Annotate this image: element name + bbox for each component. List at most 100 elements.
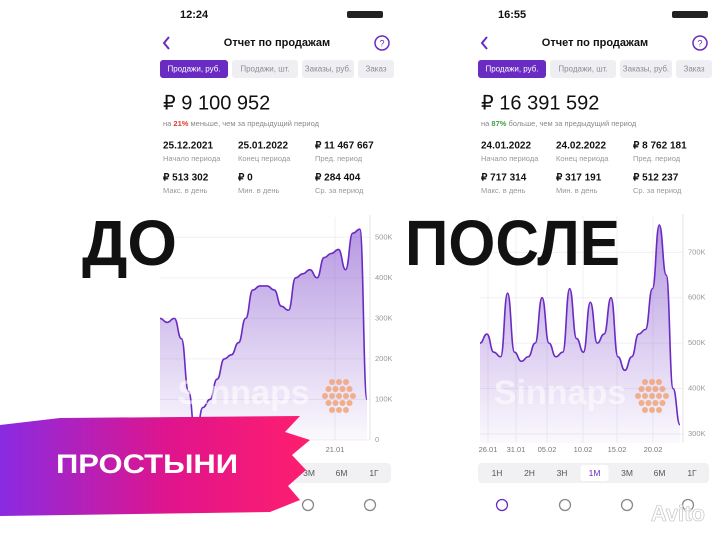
line-area [160,229,367,440]
period-selected [580,465,609,481]
x-tick-label: 15.02 [608,445,627,454]
x-tick-label: 26.01 [479,445,498,454]
logo-dot [329,379,335,385]
logo-dot [656,393,662,399]
y-tick-label: 500K [688,338,706,347]
total-amount: ₽ 9 100 952 [163,92,270,114]
back-button [162,36,170,50]
y-tick-label: 0 [375,435,379,444]
logo-dot [638,386,645,392]
logo-dot [343,407,349,413]
stat-label: Ср. за период [633,186,682,195]
nav-icon [363,498,377,512]
logo-dot [332,400,339,406]
stat-value: ₽ 717 314 [481,173,527,184]
change-percent: 21% [173,119,188,128]
avito-watermark: Avito [651,501,705,526]
y-tick-label: 500K [375,232,393,241]
logo-dot [663,393,669,399]
total-amount: ₽ 16 391 592 [481,92,599,114]
logo-dot [332,386,339,392]
stat-label: Конец периода [556,154,609,163]
period-button: 1Г [369,468,379,478]
help-glyph: ? [379,38,384,48]
change-suffix: больше, чем за предыдущий период [506,119,636,128]
period-button: 3Н [557,468,568,478]
change-note: на 21% меньше, чем за предыдущий период [163,119,320,128]
logo-dot [649,407,655,413]
tab-label: Заказ [684,65,705,74]
status-icons [672,11,708,18]
tab-label: Продажи, руб. [485,65,538,74]
logo-dot [652,400,659,406]
logo-dot [645,400,652,406]
logo-dot [638,400,645,406]
logo-dot [652,386,659,392]
period-button: 3М [621,468,633,478]
logo-dot [642,379,648,385]
stat-value: 25.12.2021 [163,141,213,152]
line-area [480,225,680,443]
tab-label: Заказы, руб. [623,65,669,74]
x-tick-label: 20.02 [644,445,663,454]
change-prefix: на [481,119,491,128]
logo-dot [339,386,346,392]
logo-dot [329,407,335,413]
logo-dot [642,407,648,413]
tab [160,60,228,78]
logo-dot [336,379,342,385]
change-prefix: на [163,119,173,128]
stat-value: 24.02.2022 [556,141,606,152]
logo-dot [656,407,662,413]
period-button: 1Н [492,468,503,478]
logo-dot [645,386,652,392]
tab-label: Заказы, руб. [305,65,351,74]
tab-label: Продажи, шт. [558,65,607,74]
logo-dot [649,393,655,399]
logo-dot [336,393,342,399]
screen-title: Отчет по продажам [224,37,330,49]
stat-value: ₽ 512 237 [633,173,679,184]
tab-label: Заказ [366,65,387,74]
logo-dot [336,407,342,413]
x-tick-label: 10.02 [574,445,593,454]
sales-line [479,224,681,426]
stat-value: 24.01.2022 [481,141,531,152]
nav-icon [620,498,634,512]
stat-label: Начало периода [481,154,539,163]
logo-dot [656,379,662,385]
period-button: 1М [589,468,601,478]
stat-value: 25.01.2022 [238,141,288,152]
logo-dot [649,379,655,385]
tab [620,60,672,78]
logo-dot [325,386,332,392]
period-button: 2Н [524,468,535,478]
x-tick-label: 05.02 [538,445,557,454]
y-tick-label: 700K [688,247,706,256]
logo-dot [346,386,353,392]
logo-dot [325,400,332,406]
stat-value: ₽ 317 191 [556,173,602,184]
status-time: 16:55 [498,9,526,21]
y-tick-label: 400K [375,273,393,282]
stat-label: Начало периода [163,154,221,163]
phone-screen: 16:55 Отчет по продажам ? Продажи, руб. Прод… [473,0,720,540]
nav-icon [558,498,572,512]
stat-label: Мин. в день [556,186,598,195]
logo-dot [343,379,349,385]
y-tick-label: 300K [375,313,393,322]
logo-dot [659,400,666,406]
y-tick-label: 400K [688,384,706,393]
help-button [692,35,708,51]
status-time: 12:24 [180,9,209,21]
period-button: 6М [336,468,348,478]
chart-watermark: Sinnaps [494,374,626,412]
logo-dot [329,393,335,399]
y-tick-label: 600K [688,293,706,302]
tab [358,60,394,78]
stat-value: ₽ 8 762 181 [633,141,687,152]
y-tick-label: 300K [688,429,706,438]
stat-label: Ср. за период [315,186,364,195]
status-icons [347,11,383,18]
